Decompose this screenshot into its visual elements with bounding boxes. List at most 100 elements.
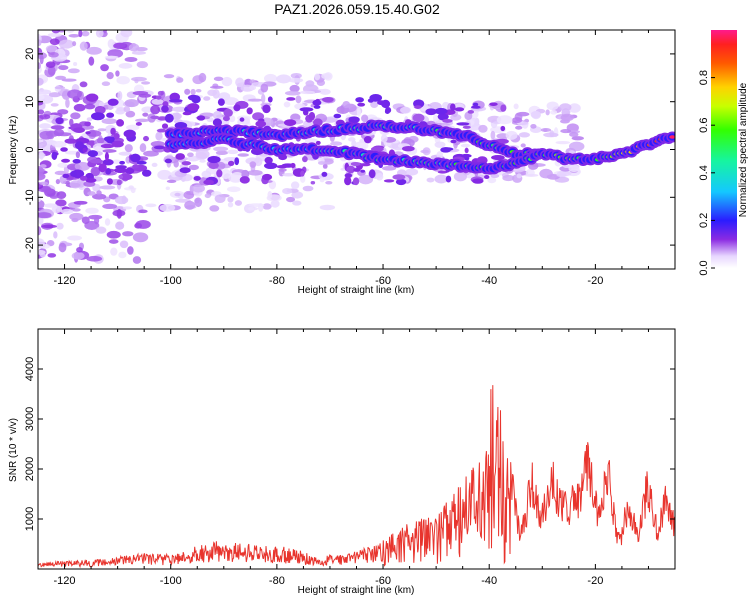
spectrogram-blob <box>491 154 505 161</box>
spectrogram-noise-blob <box>187 152 194 158</box>
spectrogram-noise-blob <box>38 94 45 100</box>
spectrogram-noise-blob <box>530 111 541 119</box>
spectrogram-noise-blob <box>270 199 280 208</box>
spectrogram-xlabel: Height of straight line (km) <box>298 285 415 296</box>
spectrogram-noise-blob <box>203 96 211 101</box>
spectrogram-blob <box>445 175 452 183</box>
colorbar-gradient <box>711 30 737 268</box>
spectrogram-noise-blob <box>90 166 101 177</box>
spectrogram-noise-blob <box>432 114 439 122</box>
spectrogram-blob <box>384 108 390 115</box>
ridge-core <box>669 135 675 139</box>
spectrogram-xtick-label: -100 <box>160 275 182 287</box>
spectrogram-noise-blob <box>184 88 191 95</box>
spectrogram-noise-blob <box>54 86 66 90</box>
spectrogram-noise-blob <box>453 171 467 182</box>
snr-ytick-label: 4000 <box>24 357 36 381</box>
spectrogram-noise-blob <box>38 39 42 46</box>
spectrogram-blob <box>169 98 183 103</box>
spectrogram-blob <box>395 178 407 186</box>
spectrogram-noise-blob <box>139 143 147 153</box>
spectrogram-noise-blob <box>39 30 42 31</box>
spectrogram-noise-blob <box>101 118 118 125</box>
spectrogram-noise-blob <box>39 54 44 65</box>
spectrogram-noise-blob <box>487 176 497 184</box>
spectrogram-noise-blob <box>61 78 77 82</box>
spectrogram-noise-blob <box>58 242 67 253</box>
spectrogram-noise-blob <box>36 23 44 29</box>
spectrogram-noise-blob <box>132 232 149 243</box>
spectrogram-xtick-label: -120 <box>54 275 76 287</box>
spectrogram-noise-blob <box>135 21 141 30</box>
spectrogram-noise-blob <box>157 90 164 96</box>
spectrogram-xtick-label: -20 <box>587 275 603 287</box>
spectrogram-noise-blob <box>215 150 229 156</box>
spectrogram-blob <box>51 151 58 161</box>
spectrogram-noise-blob <box>76 247 83 253</box>
spectrogram-noise-blob <box>86 117 93 122</box>
spectrogram-noise-blob <box>157 116 168 121</box>
spectrogram-ytick-label: -10 <box>24 189 36 205</box>
spectrogram-blob <box>352 177 360 186</box>
spectrogram-noise-blob <box>38 249 46 255</box>
spectrogram-blob <box>107 98 119 106</box>
spectrogram-blob <box>383 179 395 183</box>
spectrogram-noise-blob <box>38 212 52 219</box>
spectrogram-noise-blob <box>405 168 419 176</box>
spectrogram-blob <box>442 118 453 123</box>
spectrogram-blob <box>55 117 64 125</box>
spectrogram-noise-blob <box>150 104 161 115</box>
spectrogram-blob <box>106 112 115 118</box>
spectrogram-noise-blob <box>56 222 64 230</box>
spectrogram-blob <box>82 147 88 153</box>
spectrogram-noise-blob <box>302 121 314 127</box>
spectrogram-noise-blob <box>560 129 572 134</box>
spectrogram-noise-blob <box>38 139 44 143</box>
spectrogram-blob <box>164 113 174 123</box>
spectrogram-blob <box>315 140 321 146</box>
spectrogram-noise-blob <box>57 162 68 168</box>
spectrogram-noise-blob <box>125 110 136 118</box>
spectrogram-noise-blob <box>382 166 397 171</box>
spectrogram-noise-blob <box>559 103 572 112</box>
spectrogram-noise-blob <box>112 209 126 217</box>
spectrogram-blob <box>312 99 322 106</box>
spectrogram-noise-blob <box>221 76 233 87</box>
spectrogram-noise-blob <box>115 70 120 77</box>
spectrogram-blob <box>141 169 152 177</box>
spectrogram-noise-blob <box>290 181 300 190</box>
spectrogram-noise-blob <box>106 230 121 239</box>
spectrogram-noise-blob <box>102 203 118 209</box>
spectrogram-noise-blob <box>496 115 513 125</box>
figure-title: PAZ1.2026.059.15.40.G02 <box>274 1 440 17</box>
spectrogram-noise-blob <box>321 73 331 80</box>
spectrogram-blob <box>313 105 321 109</box>
spectrogram-noise-blob <box>71 251 85 260</box>
snr-ytick-label: 3000 <box>24 407 36 431</box>
spectrogram-noise-blob <box>85 207 99 214</box>
spectrogram-blob <box>267 96 273 103</box>
spectrogram-noise-blob <box>234 200 243 206</box>
spectrogram-blob <box>175 153 185 160</box>
spectrogram-blob <box>467 110 475 114</box>
spectrogram-noise-blob <box>436 151 444 159</box>
spectrogram-noise-blob <box>464 111 473 121</box>
spectrogram-blob <box>348 116 360 124</box>
spectrogram-noise-blob <box>319 204 336 211</box>
spectrogram-blob <box>401 145 415 152</box>
spectrogram-ytick-label: 0 <box>24 146 36 152</box>
spectrogram-noise-blob <box>108 239 119 244</box>
spectrogram-noise-blob <box>132 256 142 264</box>
spectrogram-noise-blob <box>48 92 61 98</box>
spectrogram-noise-blob <box>38 91 46 95</box>
spectrogram-noise-blob <box>380 134 388 143</box>
spectrogram-noise-blob <box>262 203 272 210</box>
spectrogram-blob <box>80 175 88 181</box>
spectrogram-noise-blob <box>174 192 181 197</box>
spectrogram-noise-blob <box>420 149 430 154</box>
spectrogram-noise-blob <box>375 172 384 181</box>
spectrogram-noise-blob <box>173 160 179 168</box>
spectrogram-blob <box>355 97 364 103</box>
spectrogram-noise-blob <box>95 30 104 38</box>
spectrogram-blob <box>470 105 481 109</box>
